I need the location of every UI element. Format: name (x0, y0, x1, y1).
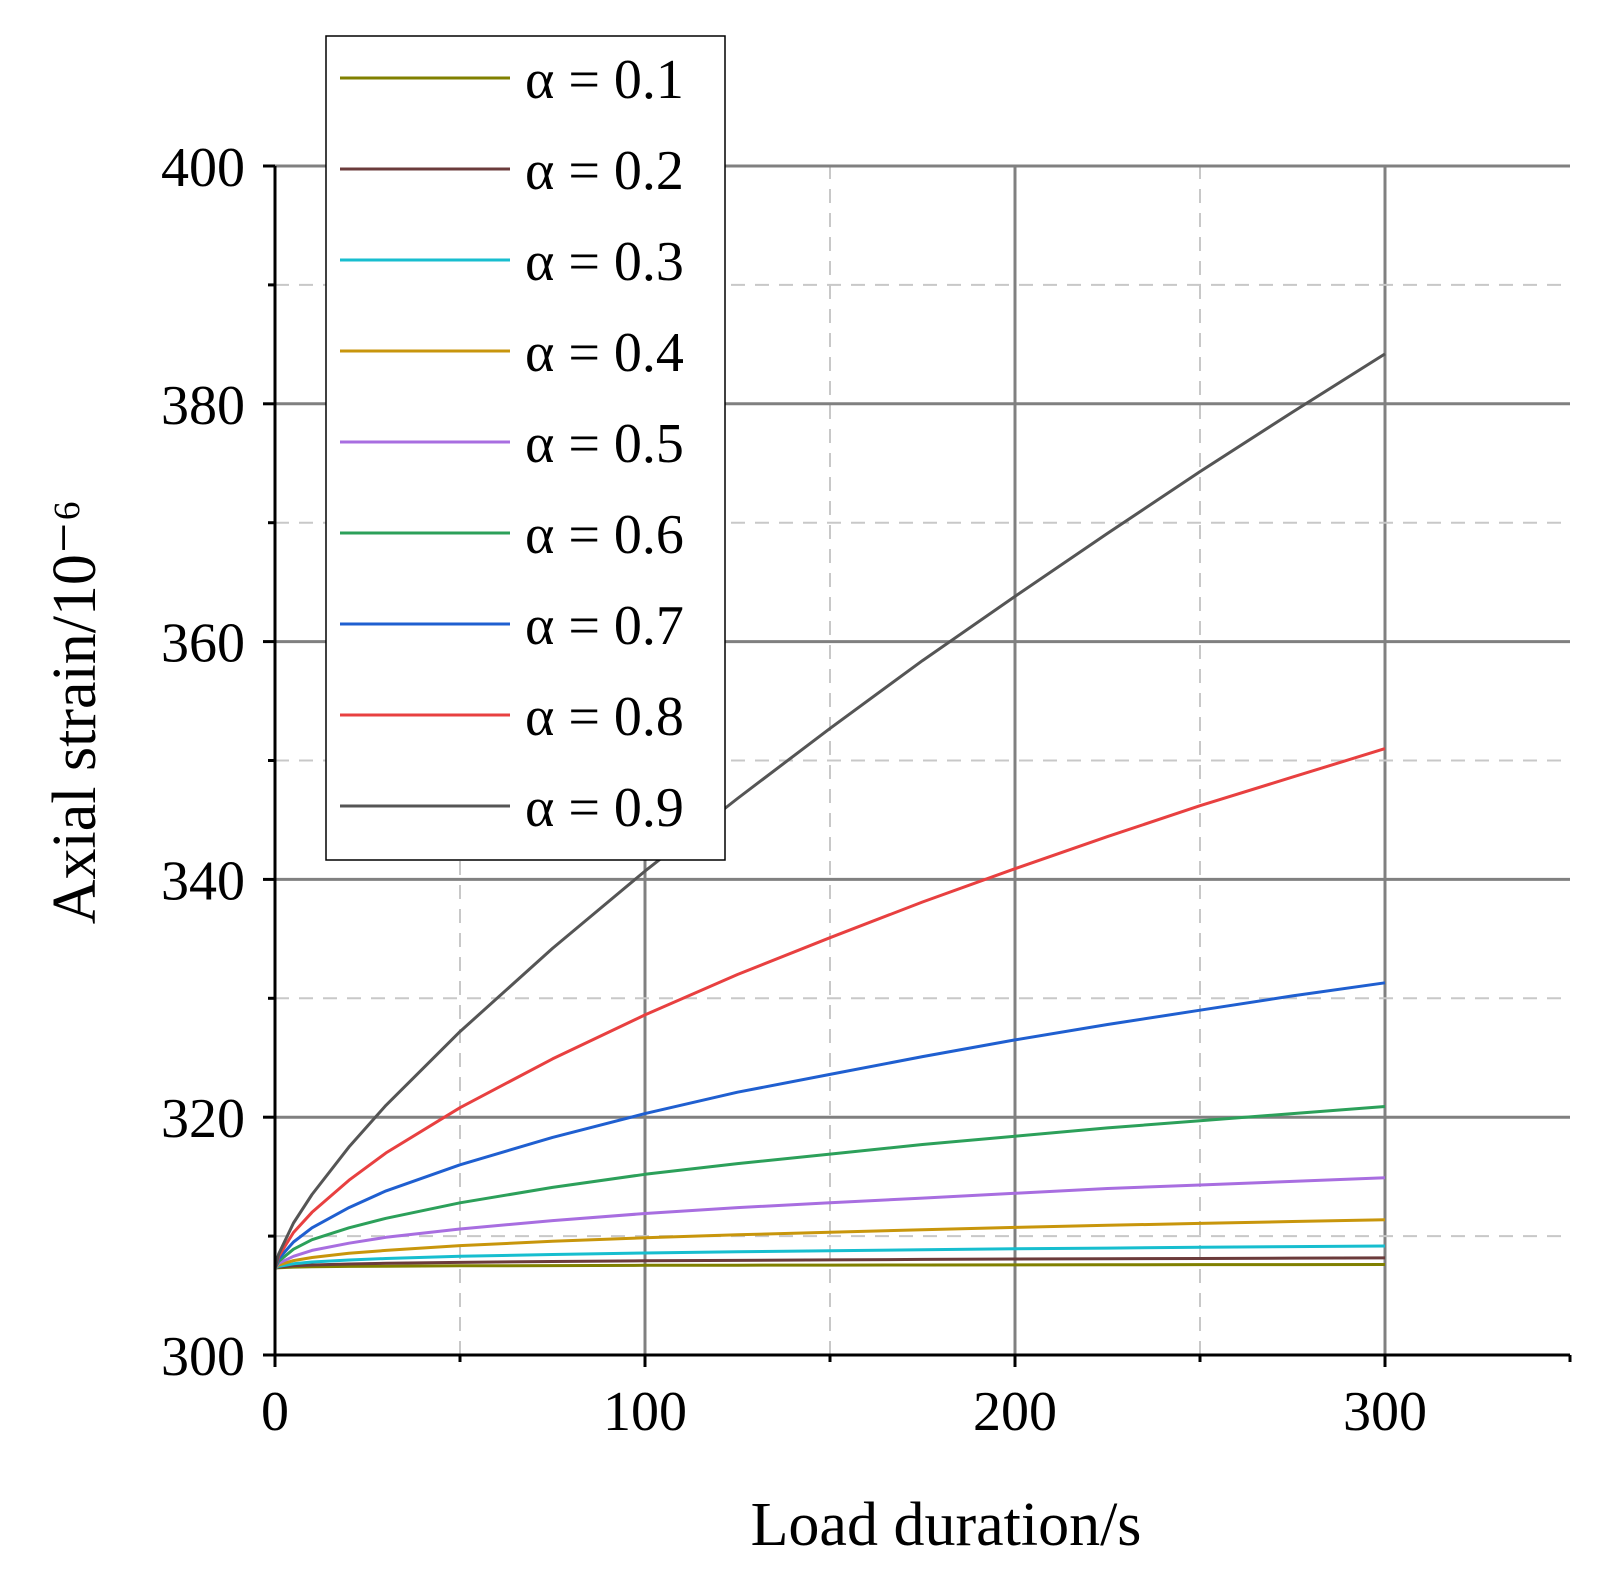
x-axis-label: Load duration/s (751, 1491, 1142, 1559)
series-line-2 (274, 1256, 1386, 1270)
y-tick-label-360: 360 (161, 613, 245, 675)
series-line-6 (273, 1105, 1386, 1269)
series-line-9 (273, 352, 1386, 1269)
y-axis-label: Axial strain/10⁻⁶ (41, 500, 109, 925)
x-tick-label-200: 200 (973, 1381, 1057, 1443)
legend-label-1: α = 0.1 (525, 49, 684, 111)
legend-label-4: α = 0.4 (525, 322, 684, 384)
x-tick-label-0: 0 (261, 1381, 289, 1443)
y-tick-label-340: 340 (161, 850, 245, 912)
legend-items: α = 0.1 α = 0.2 α = 0.3 α = 0.4 α = 0.5 α = 0… (340, 49, 684, 839)
tick-labels: 0 100 200 300 300 320 340 360 380 400 (161, 137, 1427, 1443)
legend-label-6: α = 0.6 (525, 504, 684, 566)
series-line-7 (273, 981, 1386, 1269)
legend-label-7: α = 0.7 (525, 595, 684, 657)
legend-label-3: α = 0.3 (525, 231, 684, 293)
y-tick-label-320: 320 (161, 1088, 245, 1150)
series-line-8 (273, 747, 1386, 1269)
legend-label-5: α = 0.5 (525, 413, 684, 475)
legend-label-9: α = 0.9 (525, 777, 684, 839)
x-tick-label-300: 300 (1343, 1381, 1427, 1443)
series-line-3 (274, 1244, 1386, 1270)
legend: α = 0.1 α = 0.2 α = 0.3 α = 0.4 α = 0.5 α = 0… (325, 35, 726, 861)
y-tick-label-380: 380 (161, 375, 245, 437)
legend-box (325, 35, 726, 861)
y-tick-label-300: 300 (161, 1326, 245, 1388)
y-tick-label-400: 400 (161, 137, 245, 199)
series-line-5 (273, 1176, 1386, 1270)
series-line-4 (274, 1218, 1386, 1270)
series-lines (273, 352, 1386, 1270)
series-line-1 (274, 1263, 1386, 1270)
legend-label-2: α = 0.2 (525, 140, 684, 202)
x-tick-label-100: 100 (603, 1381, 687, 1443)
legend-label-8: α = 0.8 (525, 686, 684, 748)
ticks (263, 164, 1572, 1367)
